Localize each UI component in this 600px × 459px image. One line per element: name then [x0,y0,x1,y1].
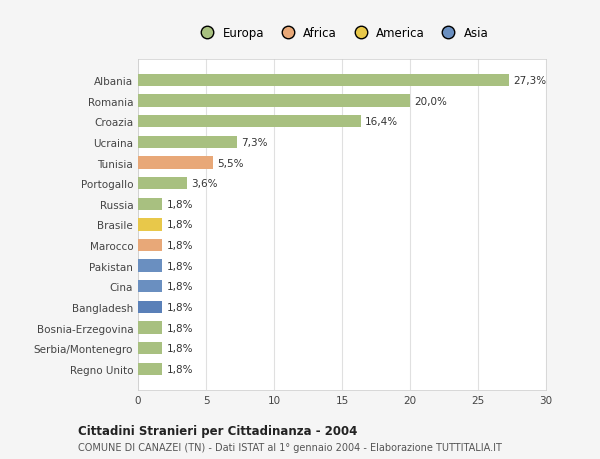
Text: COMUNE DI CANAZEI (TN) - Dati ISTAT al 1° gennaio 2004 - Elaborazione TUTTITALIA: COMUNE DI CANAZEI (TN) - Dati ISTAT al 1… [78,442,502,452]
Text: Cittadini Stranieri per Cittadinanza - 2004: Cittadini Stranieri per Cittadinanza - 2… [78,424,358,437]
Bar [138,239,163,252]
Bar [138,178,187,190]
Bar [138,157,213,169]
Bar [138,363,163,375]
Bar [138,75,509,87]
Text: 16,4%: 16,4% [365,117,398,127]
Text: 3,6%: 3,6% [191,179,218,189]
Text: 20,0%: 20,0% [414,96,447,106]
Bar [138,301,163,313]
Text: 1,8%: 1,8% [167,261,193,271]
Text: 1,8%: 1,8% [167,323,193,333]
Bar [138,342,163,354]
Text: 1,8%: 1,8% [167,282,193,291]
Bar [138,280,163,293]
Text: 7,3%: 7,3% [241,138,268,148]
Bar [138,322,163,334]
Bar [138,116,361,128]
Bar [138,95,410,107]
Text: 5,5%: 5,5% [217,158,244,168]
Text: 1,8%: 1,8% [167,199,193,209]
Text: 1,8%: 1,8% [167,364,193,374]
Text: 1,8%: 1,8% [167,302,193,312]
Bar [138,198,163,211]
Bar [138,136,237,149]
Bar [138,260,163,272]
Text: 1,8%: 1,8% [167,343,193,353]
Legend: Europa, Africa, America, Asia: Europa, Africa, America, Asia [191,22,493,45]
Text: 1,8%: 1,8% [167,241,193,251]
Bar [138,219,163,231]
Text: 1,8%: 1,8% [167,220,193,230]
Text: 27,3%: 27,3% [514,76,547,86]
